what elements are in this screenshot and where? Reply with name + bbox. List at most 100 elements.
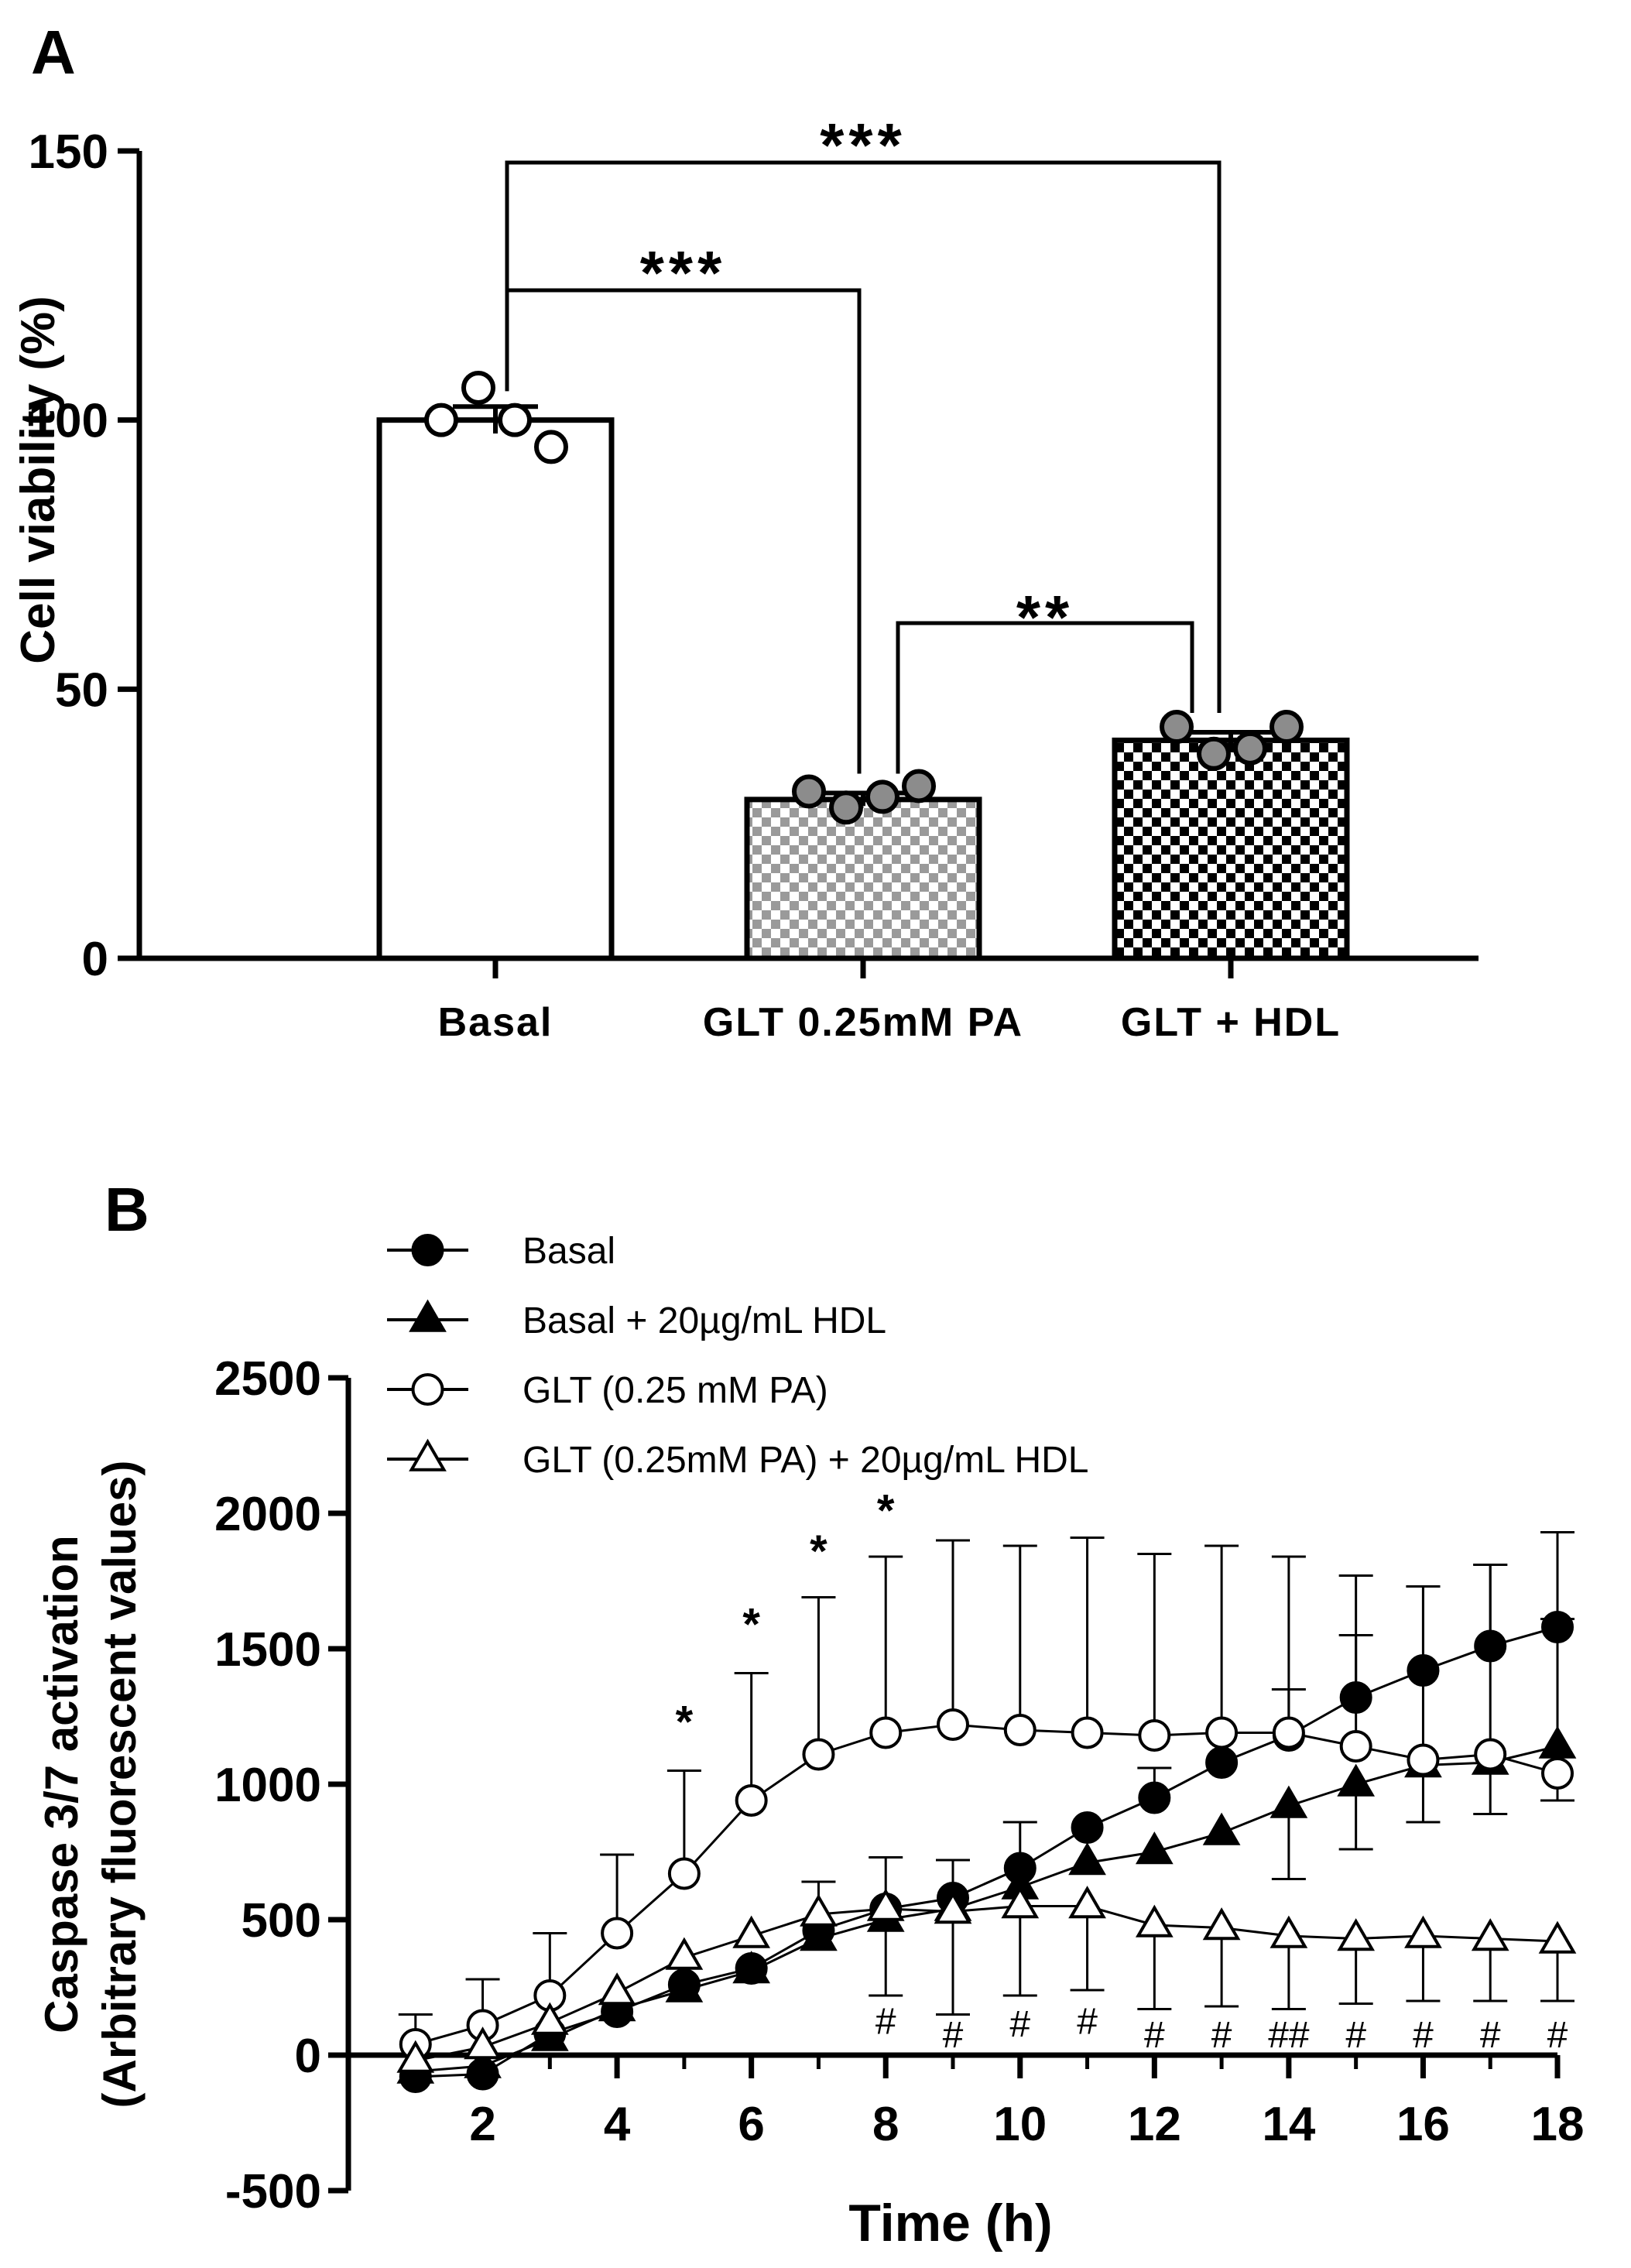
b-y-tick-label: 2500 xyxy=(214,1352,321,1406)
a-bar xyxy=(376,417,615,961)
a-y-tick-label: 50 xyxy=(55,663,108,717)
a-y-axis-label: Cell viability (%) xyxy=(12,296,65,663)
b-significance-star: * xyxy=(810,1526,827,1577)
b-y-axis-label-line1: Caspase 3/7 activation xyxy=(36,1535,87,2033)
b-data-point xyxy=(1337,1763,1376,1797)
b-data-point xyxy=(1202,1907,1241,1941)
b-data-point xyxy=(1270,1915,1308,1948)
a-bars xyxy=(376,370,1350,961)
b-data-point xyxy=(667,1857,701,1890)
b-significance-hash: # xyxy=(1077,2002,1098,2043)
b-significance-hash: # xyxy=(1144,2015,1165,2056)
a-significance-label: *** xyxy=(640,238,726,307)
a-significance-label: ** xyxy=(1016,583,1074,652)
b-significance-hash: # xyxy=(875,2002,896,2043)
a-axes: 0 50 100 150 Basal GLT 0.25mM PA GLT + HDL xyxy=(29,125,1479,1045)
panel-a-label: A xyxy=(31,18,76,87)
b-data-point xyxy=(735,1784,768,1817)
b-x-tick-label: 8 xyxy=(872,2098,899,2151)
a-x-tick-label: GLT 0.25mM PA xyxy=(703,1000,1023,1045)
b-data-point xyxy=(396,2040,435,2073)
b-legend-marker xyxy=(409,1438,447,1471)
b-series-2 xyxy=(398,1537,1574,2061)
b-data-point xyxy=(732,1915,771,1948)
b-data-point xyxy=(866,1888,905,1921)
b-legend-label: Basal xyxy=(523,1231,615,1272)
b-data-point xyxy=(800,1918,838,1951)
b-significance-hash: # xyxy=(1009,2004,1030,2045)
b-significance-star: * xyxy=(877,1486,895,1537)
b-x-tick-label: 10 xyxy=(993,2098,1047,2151)
b-data-point xyxy=(1135,1831,1174,1865)
panel-a: A Cell viability (%) 0 50 100 150 Basal GLT 0… xyxy=(12,18,1479,1045)
b-y-tick-label: -500 xyxy=(225,2165,321,2218)
b-significance-hash: # xyxy=(943,2015,964,2056)
b-data-point xyxy=(1071,1716,1104,1749)
b-data-point xyxy=(1205,1716,1239,1749)
b-data-point xyxy=(1471,1918,1509,1951)
a-data-point xyxy=(792,774,826,809)
b-legend-label: GLT (0.25 mM PA) xyxy=(523,1370,828,1411)
b-y-tick-label: 2000 xyxy=(214,1488,321,1541)
b-y-tick-label: 500 xyxy=(242,1894,321,1948)
b-legend: Basal Basal + 20µg/mL HDL GLT (0.25 mM PA)… xyxy=(387,1231,1088,1481)
b-data-point xyxy=(1404,1915,1442,1948)
b-significance-hash: # xyxy=(1345,2015,1366,2056)
b-data-point xyxy=(1474,1738,1507,1771)
a-data-point xyxy=(534,430,568,464)
a-data-point xyxy=(1160,710,1194,745)
b-data-point xyxy=(1202,1812,1241,1845)
b-significance-hash: # xyxy=(1413,2015,1434,2056)
b-significance-star: * xyxy=(676,1698,694,1748)
b-data-point xyxy=(665,1969,704,2002)
b-y-tick-label: 1500 xyxy=(214,1623,321,1677)
panel-b-label: B xyxy=(105,1175,149,1244)
b-data-point xyxy=(1138,1719,1171,1752)
b-series-line xyxy=(415,1905,1558,2062)
a-y-tick-label: 150 xyxy=(29,125,108,179)
a-significance: ******** xyxy=(505,111,1222,774)
b-series-line xyxy=(415,1723,1558,2046)
b-data-point xyxy=(1272,1716,1305,1749)
a-bar xyxy=(744,797,982,961)
b-series-3 xyxy=(396,1821,1577,2073)
b-data-point xyxy=(1339,1730,1372,1763)
a-data-point xyxy=(1270,710,1304,745)
b-data-point xyxy=(1068,1886,1106,1919)
b-data-point xyxy=(1541,1757,1574,1790)
b-data-point xyxy=(1003,1714,1037,1746)
b-x-tick-label: 6 xyxy=(738,2098,764,2151)
b-data-point xyxy=(800,1893,838,1927)
b-significance-hash: # xyxy=(1547,2015,1568,2056)
b-data-point xyxy=(1071,1811,1104,1844)
a-y-tick-label: 100 xyxy=(29,395,108,448)
b-x-tick-label: 2 xyxy=(469,2098,495,2151)
b-y-tick-label: 0 xyxy=(295,2030,321,2083)
b-legend-label: GLT (0.25mM PA) + 20µg/mL HDL xyxy=(523,1440,1088,1481)
a-data-point xyxy=(498,403,532,437)
b-data-point xyxy=(464,2045,502,2078)
a-significance-bracket xyxy=(505,160,1222,713)
a-data-point xyxy=(424,403,458,437)
b-legend-marker xyxy=(411,1373,444,1406)
b-data-point xyxy=(1337,1918,1376,1951)
b-data-point xyxy=(601,1917,634,1950)
b-y-tick-label: 1000 xyxy=(214,1759,321,1812)
b-x-tick-label: 4 xyxy=(604,2098,631,2151)
a-data-point xyxy=(865,779,899,814)
a-x-tick-label: Basal xyxy=(438,1000,553,1045)
b-legend-marker xyxy=(409,1299,447,1332)
a-data-point xyxy=(829,790,863,825)
b-data-point xyxy=(598,1989,636,2022)
b-data-point xyxy=(464,2026,502,2060)
b-data-point xyxy=(530,2002,569,2035)
b-x-tick-label: 12 xyxy=(1128,2098,1181,2151)
b-data-point xyxy=(665,1937,704,1970)
b-data-point xyxy=(937,1708,969,1741)
b-significance-hash: # xyxy=(1480,2015,1501,2056)
a-data-point xyxy=(461,370,495,405)
b-series-1 xyxy=(396,1725,1577,2084)
b-series-0 xyxy=(399,1531,1574,2093)
b-data-point xyxy=(1407,1743,1440,1776)
